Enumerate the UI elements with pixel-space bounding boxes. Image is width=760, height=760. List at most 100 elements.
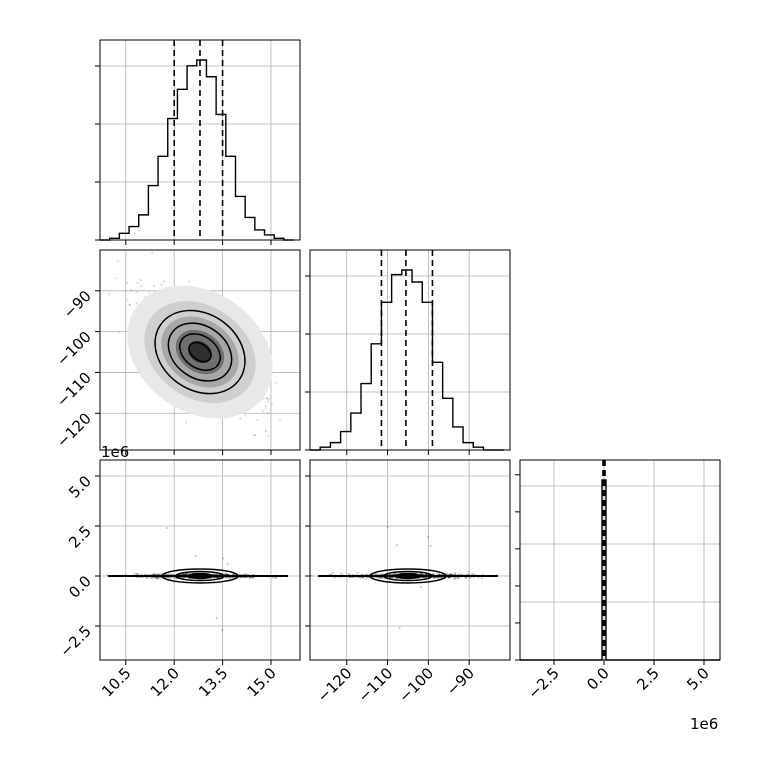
scatter-point — [340, 572, 343, 575]
scatter-point — [148, 291, 151, 294]
scatter-point — [133, 572, 136, 576]
xtick-label-p0-2: 13.5 — [195, 664, 231, 700]
scatter-point — [266, 400, 270, 403]
scatter-point — [251, 576, 254, 579]
scatter-outlier — [429, 544, 432, 547]
scatter-point — [448, 573, 451, 576]
scatter-point — [356, 571, 359, 575]
scatter-point — [135, 572, 138, 575]
scatter-point — [156, 577, 159, 580]
scatter-point — [433, 577, 436, 580]
contour-p1p2-0 — [369, 568, 447, 584]
scatter-point — [135, 302, 138, 305]
scatter-point — [453, 572, 456, 575]
scatter-outlier — [165, 526, 168, 530]
scatter-outlier — [194, 555, 197, 558]
scatter-point — [464, 576, 467, 579]
scatter-point — [156, 573, 159, 576]
scatter-point — [249, 576, 252, 579]
panel-frame-r2c1 — [309, 459, 511, 661]
scatter-point — [152, 572, 155, 576]
scatter-point — [140, 285, 143, 288]
contour-p0p1-0 — [154, 309, 246, 395]
scatter-point — [146, 576, 149, 579]
ytick-label-p1-0: −90 — [60, 287, 95, 322]
scatter-point — [436, 572, 439, 576]
scatter-point — [118, 331, 121, 334]
scatter-point — [467, 570, 470, 573]
scatter-point — [114, 277, 117, 280]
scatter-point — [157, 577, 160, 580]
scatter-point — [393, 573, 396, 576]
scatter-point — [184, 573, 187, 576]
xtick-label-p2-3: 5.0 — [683, 664, 713, 694]
density-core-p1p2 — [397, 573, 418, 579]
scatter-point — [253, 434, 256, 437]
scatter-outlier — [215, 616, 218, 620]
xtick-label-p1-0: −120 — [314, 664, 356, 706]
scatter-point — [265, 397, 268, 400]
scatter-point — [188, 280, 191, 283]
scatter-point — [468, 576, 472, 579]
scatter-outlier — [427, 535, 430, 539]
panel-frame-r1c0 — [99, 249, 301, 451]
offset-label-y-row3: 1e6 — [101, 443, 129, 461]
xtick-label-p0-1: 12.0 — [147, 664, 183, 700]
histogram-p2 — [520, 479, 720, 661]
ytick-label-p2-2: 0.0 — [65, 572, 95, 602]
scatter-point — [184, 573, 187, 576]
scatter-point — [128, 303, 132, 306]
scatter-outlier — [226, 562, 229, 565]
panel-frame-r2c0 — [99, 459, 301, 661]
scatter-point — [169, 576, 172, 580]
scatter-point — [126, 281, 129, 284]
ytick-label-p2-3: −2.5 — [56, 622, 94, 660]
scatter-point — [445, 572, 449, 576]
scatter-outlier — [221, 628, 224, 632]
scatter-point — [264, 405, 267, 408]
contour-p0p2-1 — [175, 570, 225, 582]
scatter-point — [275, 381, 278, 384]
scatter-point — [239, 417, 242, 420]
scatter-point — [186, 573, 189, 576]
scatter-point — [136, 573, 140, 576]
contour-p1p2-1 — [383, 570, 433, 582]
scatter-point — [151, 576, 154, 580]
scatter-point — [182, 573, 185, 576]
frames-layer — [99, 39, 721, 661]
scatter-point — [253, 434, 256, 437]
scatter-point — [166, 573, 170, 576]
scatter-outlier — [221, 557, 225, 560]
contour-p0p1-2 — [179, 333, 221, 371]
ytick-label-p2-0: 5.0 — [65, 472, 95, 502]
histogram-p0 — [100, 59, 294, 241]
scatter-point — [278, 419, 281, 422]
scatter-point — [432, 573, 435, 576]
scatter-point — [244, 414, 247, 417]
xtick-label-p2-0: −2.5 — [524, 664, 562, 702]
scatter-point — [449, 573, 452, 576]
scatter-point — [151, 252, 154, 255]
scatter-point — [374, 573, 377, 576]
scatter-point — [215, 573, 218, 576]
scatter-point — [359, 576, 362, 579]
density-core-p0p2 — [190, 573, 210, 579]
scatter-point — [419, 572, 422, 575]
scatter-point — [394, 577, 397, 580]
scatter-point — [419, 573, 422, 576]
xtick-label-p1-1: −110 — [355, 664, 397, 706]
scatter-point — [433, 576, 436, 579]
ytick-label-p1-3: −120 — [53, 409, 95, 451]
scatter-point — [185, 421, 188, 424]
scatter-point — [160, 283, 163, 286]
scatter-point — [228, 576, 231, 580]
scatter-point — [130, 289, 133, 292]
scatter-point — [379, 577, 382, 580]
scatter-point — [173, 577, 176, 580]
data-layer — [100, 40, 720, 661]
scatter-point — [126, 299, 129, 302]
scatter-point — [212, 573, 216, 576]
scatter-point — [117, 260, 120, 263]
contour-p0p1-3 — [188, 341, 212, 363]
scatter-point — [447, 576, 450, 579]
